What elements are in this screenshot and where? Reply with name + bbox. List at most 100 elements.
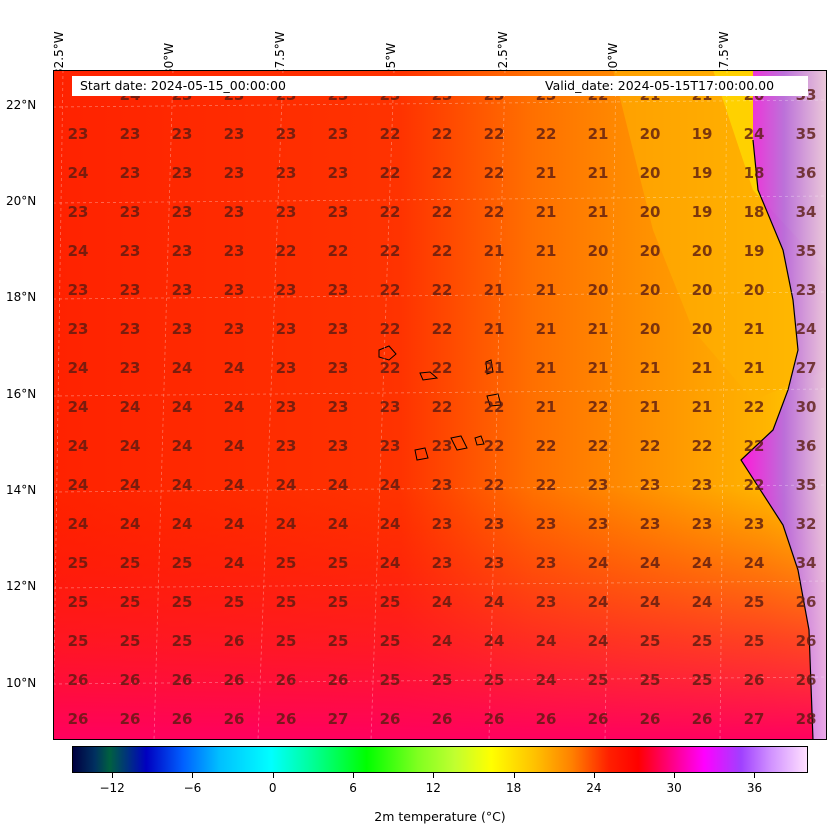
grid-value: 24 [172, 398, 193, 416]
map-canvas: 2423232323232323232221212033232323232323… [53, 70, 827, 740]
grid-value: 30 [796, 398, 817, 416]
grid-value: 21 [484, 242, 505, 260]
grid-value: 23 [68, 125, 89, 143]
grid-value: 24 [224, 398, 245, 416]
grid-value: 24 [744, 554, 765, 572]
grid-value: 24 [692, 593, 713, 611]
grid-value: 25 [328, 632, 349, 650]
grid-value: 22 [536, 437, 557, 455]
grid-value: 26 [432, 710, 453, 728]
grid-value: 25 [744, 593, 765, 611]
grid-value: 20 [692, 242, 713, 260]
grid-value: 25 [640, 671, 661, 689]
grid-value: 21 [640, 359, 661, 377]
grid-value: 21 [536, 359, 557, 377]
grid-value: 25 [276, 632, 297, 650]
grid-value: 25 [692, 632, 713, 650]
grid-value: 22 [432, 320, 453, 338]
grid-value: 25 [224, 593, 245, 611]
grid-value: 24 [380, 515, 401, 533]
grid-value: 23 [172, 242, 193, 260]
grid-value: 22 [484, 398, 505, 416]
grid-value: 20 [640, 203, 661, 221]
grid-value: 23 [120, 242, 141, 260]
grid-value: 24 [224, 554, 245, 572]
grid-value: 23 [276, 359, 297, 377]
grid-value: 25 [432, 671, 453, 689]
grid-value: 24 [588, 593, 609, 611]
latitude-label: 12°N [6, 579, 37, 593]
grid-value: 23 [432, 554, 453, 572]
latitude-label: 14°N [6, 483, 37, 497]
grid-value: 23 [224, 125, 245, 143]
grid-value: 24 [276, 515, 297, 533]
start-date-label: Start date: 2024-05-15_00:00:00 [80, 78, 286, 93]
grid-value: 24 [484, 632, 505, 650]
graticule [53, 70, 827, 740]
grid-value: 21 [536, 398, 557, 416]
grid-value: 26 [640, 710, 661, 728]
grid-value: 26 [224, 632, 245, 650]
colorbar-tick-label: 6 [349, 781, 357, 795]
colorbar-tick-label: 0 [268, 781, 277, 795]
grid-value: 24 [484, 593, 505, 611]
island [485, 359, 494, 375]
grid-value: 23 [692, 515, 713, 533]
grid-value: 24 [172, 476, 193, 494]
grid-value: 20 [692, 320, 713, 338]
grid-value: 24 [588, 554, 609, 572]
grid-value: 24 [796, 320, 817, 338]
grid-value: 23 [224, 281, 245, 299]
grid-value: 23 [172, 281, 193, 299]
grid-value: 22 [744, 398, 765, 416]
grid-value: 25 [640, 632, 661, 650]
grid-value: 23 [120, 281, 141, 299]
grid-value: 34 [796, 203, 817, 221]
grid-value: 25 [172, 632, 193, 650]
grid-value: 21 [484, 359, 505, 377]
grid-value: 25 [120, 632, 141, 650]
grid-value: 23 [276, 437, 297, 455]
grid-value: 25 [276, 554, 297, 572]
grid-value: 23 [68, 320, 89, 338]
grid-value: 26 [224, 671, 245, 689]
grid-value: 24 [380, 476, 401, 494]
grid-value: 23 [640, 476, 661, 494]
grid-value: 35 [796, 476, 817, 494]
grid-value: 23 [120, 320, 141, 338]
grid-value: 25 [484, 671, 505, 689]
grid-value: 20 [692, 281, 713, 299]
colorbar-tick-label: 36 [746, 781, 763, 795]
grid-value: 22 [432, 164, 453, 182]
grid-value: 24 [744, 125, 765, 143]
grid-value: 25 [276, 593, 297, 611]
island [378, 345, 397, 361]
grid-value: 21 [536, 320, 557, 338]
grid-value: 20 [640, 125, 661, 143]
grid-value: 22 [484, 125, 505, 143]
grid-value: 24 [120, 437, 141, 455]
latitude-label: 18°N [6, 290, 37, 304]
colorbar-tick-label: −12 [99, 781, 125, 795]
grid-value: 26 [484, 710, 505, 728]
grid-value: 24 [120, 398, 141, 416]
island [450, 435, 468, 451]
grid-value: 27 [796, 359, 817, 377]
grid-value: 22 [536, 476, 557, 494]
grid-value: 25 [68, 632, 89, 650]
grid-value: 24 [536, 671, 557, 689]
colorbar-tick [433, 773, 435, 778]
grid-value: 23 [276, 398, 297, 416]
grid-value: 23 [328, 320, 349, 338]
grid-value: 23 [432, 515, 453, 533]
grid-value: 21 [536, 203, 557, 221]
grid-value: 25 [380, 632, 401, 650]
grid-value: 21 [692, 398, 713, 416]
grid-value: 18 [744, 203, 765, 221]
grid-value: 20 [640, 242, 661, 260]
latitude-label: 20°N [6, 194, 37, 208]
grid-value: 22 [588, 437, 609, 455]
grid-value: 23 [276, 125, 297, 143]
grid-value: 24 [692, 554, 713, 572]
grid-value: 25 [68, 593, 89, 611]
